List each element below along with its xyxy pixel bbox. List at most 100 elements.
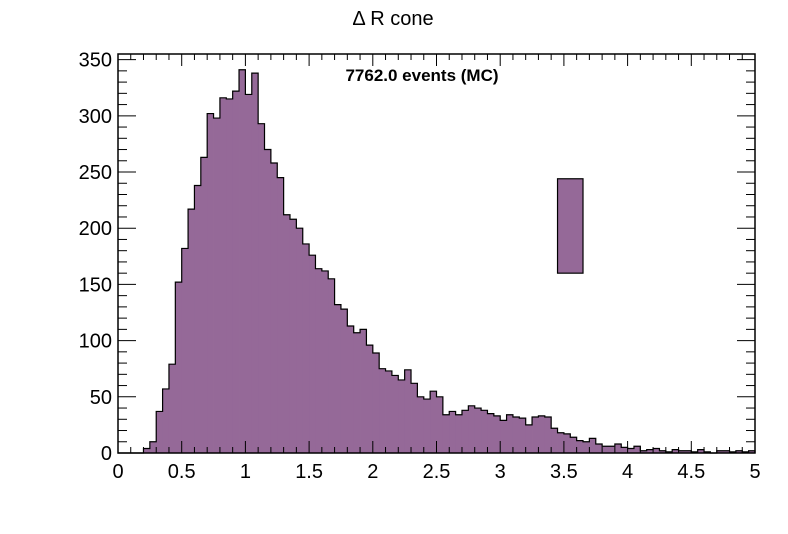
histogram-bin bbox=[340, 309, 348, 453]
histogram-bin bbox=[328, 278, 335, 453]
x-tick-label: 3.5 bbox=[550, 461, 578, 483]
x-tick-labels: 0 0.5 1 1.5 2 2.5 3 3.5 4 4.5 5 bbox=[112, 461, 760, 483]
histogram-bin bbox=[200, 157, 208, 453]
histogram-bin bbox=[735, 450, 743, 453]
histogram-bin bbox=[551, 428, 558, 453]
histogram-bin bbox=[697, 449, 705, 453]
y-tick-label: 100 bbox=[79, 331, 112, 353]
histogram-bin bbox=[576, 440, 584, 453]
histogram-bin bbox=[391, 375, 399, 453]
histogram-bin bbox=[226, 98, 234, 453]
histogram-bin bbox=[232, 91, 240, 453]
histogram-bin bbox=[684, 450, 692, 453]
histogram-bin bbox=[608, 446, 616, 453]
histogram-bin bbox=[264, 149, 272, 453]
x-tick-label: 2.5 bbox=[423, 461, 451, 483]
histogram-bin bbox=[493, 415, 501, 453]
histogram-bin bbox=[640, 450, 648, 453]
histogram-bars bbox=[143, 69, 756, 454]
histogram-bin bbox=[621, 447, 628, 453]
histogram-bin bbox=[595, 444, 603, 453]
histogram-bin bbox=[563, 433, 571, 453]
histogram-bin bbox=[633, 446, 641, 453]
axis-ticks bbox=[117, 54, 756, 454]
y-tick-label: 50 bbox=[90, 387, 112, 409]
y-tick-label: 250 bbox=[79, 162, 112, 184]
histogram-bin bbox=[398, 379, 406, 453]
histogram-bin bbox=[277, 177, 285, 454]
x-tick-label: 4 bbox=[622, 461, 633, 483]
histogram-bin bbox=[258, 123, 265, 453]
y-tick-label: 350 bbox=[79, 50, 112, 72]
histogram-bin bbox=[283, 214, 291, 453]
histogram-bin bbox=[538, 415, 546, 453]
histogram-bin bbox=[589, 438, 597, 453]
legend-box bbox=[556, 178, 584, 274]
histogram-bin bbox=[430, 391, 437, 453]
histogram-bin bbox=[372, 352, 380, 453]
x-tick-label: 1 bbox=[240, 461, 251, 483]
histogram-bin bbox=[379, 368, 386, 453]
events-annotation: 7762.0 events (MC) bbox=[345, 66, 498, 85]
histogram-bin bbox=[334, 304, 342, 453]
histogram-bin bbox=[156, 411, 163, 453]
histogram-bin bbox=[411, 383, 418, 453]
histogram-bin bbox=[678, 450, 686, 453]
histogram-bin bbox=[461, 410, 469, 453]
histogram-bin bbox=[481, 410, 488, 453]
histogram-bin bbox=[181, 248, 189, 453]
histogram-bin bbox=[219, 97, 227, 453]
x-tick-label: 2 bbox=[367, 461, 378, 483]
histogram-bin bbox=[468, 405, 476, 453]
y-tick-label: 300 bbox=[79, 106, 112, 128]
histogram-bin bbox=[366, 345, 374, 453]
histogram-bin bbox=[385, 370, 393, 453]
histogram-bin bbox=[500, 420, 507, 453]
histogram-bin bbox=[525, 424, 533, 453]
histogram-bin bbox=[315, 268, 323, 453]
histogram-bin bbox=[194, 185, 202, 453]
x-tick-label: 4.5 bbox=[677, 461, 705, 483]
histogram-bin bbox=[436, 396, 444, 453]
histogram-bin bbox=[213, 118, 221, 453]
histogram-bin bbox=[245, 94, 253, 453]
histogram-bin bbox=[570, 437, 578, 453]
histogram-bin bbox=[627, 448, 635, 453]
histogram-bin bbox=[302, 243, 310, 453]
histogram-bin bbox=[506, 414, 514, 453]
histogram-bin bbox=[716, 450, 724, 453]
histogram-bin bbox=[723, 450, 730, 453]
histogram-bin bbox=[162, 388, 170, 453]
histogram-bin bbox=[404, 369, 412, 453]
histogram-bin bbox=[653, 448, 660, 453]
histogram-bin bbox=[748, 450, 756, 453]
histogram-bin bbox=[455, 414, 463, 453]
y-tick-label: 0 bbox=[101, 443, 112, 465]
y-tick-labels: 0 50 100 150 200 250 300 350 bbox=[79, 50, 112, 465]
histogram-bin bbox=[188, 209, 195, 453]
histogram-bin bbox=[417, 396, 425, 453]
histogram-bin bbox=[296, 228, 304, 453]
histogram-bin bbox=[270, 163, 278, 454]
histogram-bin bbox=[149, 441, 157, 453]
histogram-bin bbox=[442, 414, 450, 453]
histogram-bin bbox=[532, 417, 539, 453]
histogram-outline bbox=[118, 69, 756, 454]
x-tick-label: 1.5 bbox=[295, 461, 323, 483]
histogram-bin bbox=[487, 413, 495, 453]
histogram-bin bbox=[557, 432, 565, 453]
histogram-bin bbox=[168, 364, 176, 453]
histogram-bin bbox=[474, 408, 482, 453]
histogram-bin bbox=[583, 441, 590, 453]
histogram-bin bbox=[353, 332, 361, 453]
histogram-bin bbox=[614, 444, 622, 453]
histogram-bin bbox=[239, 69, 246, 453]
histogram-bin bbox=[143, 448, 151, 453]
histogram-bin bbox=[544, 417, 552, 453]
histogram-bin bbox=[449, 411, 457, 453]
histogram-bin bbox=[207, 113, 214, 453]
histogram-bin bbox=[360, 329, 367, 453]
histogram-bin bbox=[602, 446, 609, 453]
x-tick-label: 0.5 bbox=[168, 461, 196, 483]
